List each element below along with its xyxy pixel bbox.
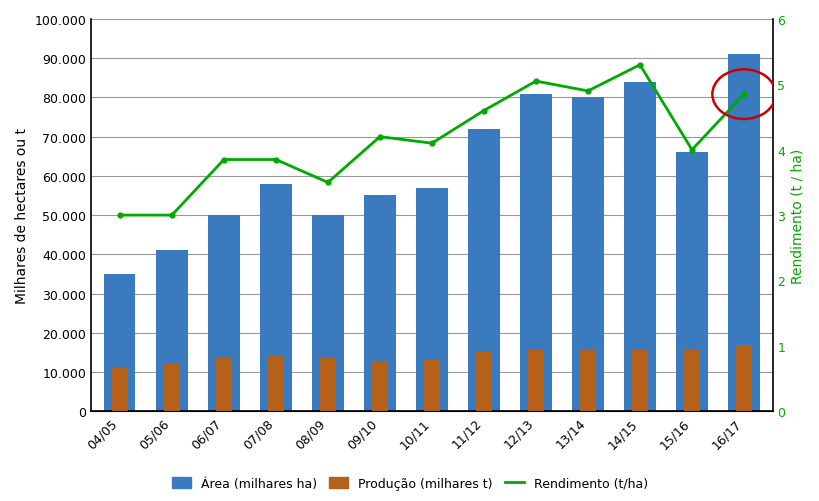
Bar [312,215,343,411]
Y-axis label: Rendimento (t / ha): Rendimento (t / ha) [790,148,804,283]
Bar [372,362,387,411]
Bar [104,275,135,411]
Rendimento (t/ha) [323,180,333,186]
Bar [727,55,758,411]
Rendimento (t/ha) [219,157,229,163]
Bar [268,357,283,411]
Bar [156,251,188,411]
Rendimento (t/ha) [686,147,696,153]
Rendimento (t/ha) [738,92,748,98]
Bar [580,351,595,411]
Rendimento (t/ha) [167,212,177,218]
Rendimento (t/ha) [531,79,541,85]
Bar [112,368,128,411]
Rendimento (t/ha) [582,89,592,95]
Bar [572,98,603,411]
Bar [623,83,654,411]
Bar [216,359,232,411]
Rendimento (t/ha) [478,108,488,114]
Rendimento (t/ha) [634,63,644,69]
Y-axis label: Milhares de hectares ou t: Milhares de hectares ou t [15,128,29,304]
Bar [423,361,439,411]
Bar [468,130,499,411]
Bar [260,184,292,411]
Bar [208,215,239,411]
Legend: Área (milhares ha), Produção (milhares t), Rendimento (t/ha): Área (milhares ha), Produção (milhares t… [167,472,652,495]
Bar [631,351,647,411]
Rendimento (t/ha) [115,212,124,218]
Bar [319,359,335,411]
Line: Rendimento (t/ha): Rendimento (t/ha) [117,63,745,218]
Bar [416,188,447,411]
Bar [527,351,543,411]
Bar [364,196,395,411]
Rendimento (t/ha) [374,134,384,140]
Bar [683,351,699,411]
Bar [520,94,551,411]
Bar [735,345,751,411]
Bar [476,353,491,411]
Rendimento (t/ha) [427,141,437,147]
Bar [676,153,707,411]
Rendimento (t/ha) [270,157,280,163]
Bar [164,364,179,411]
